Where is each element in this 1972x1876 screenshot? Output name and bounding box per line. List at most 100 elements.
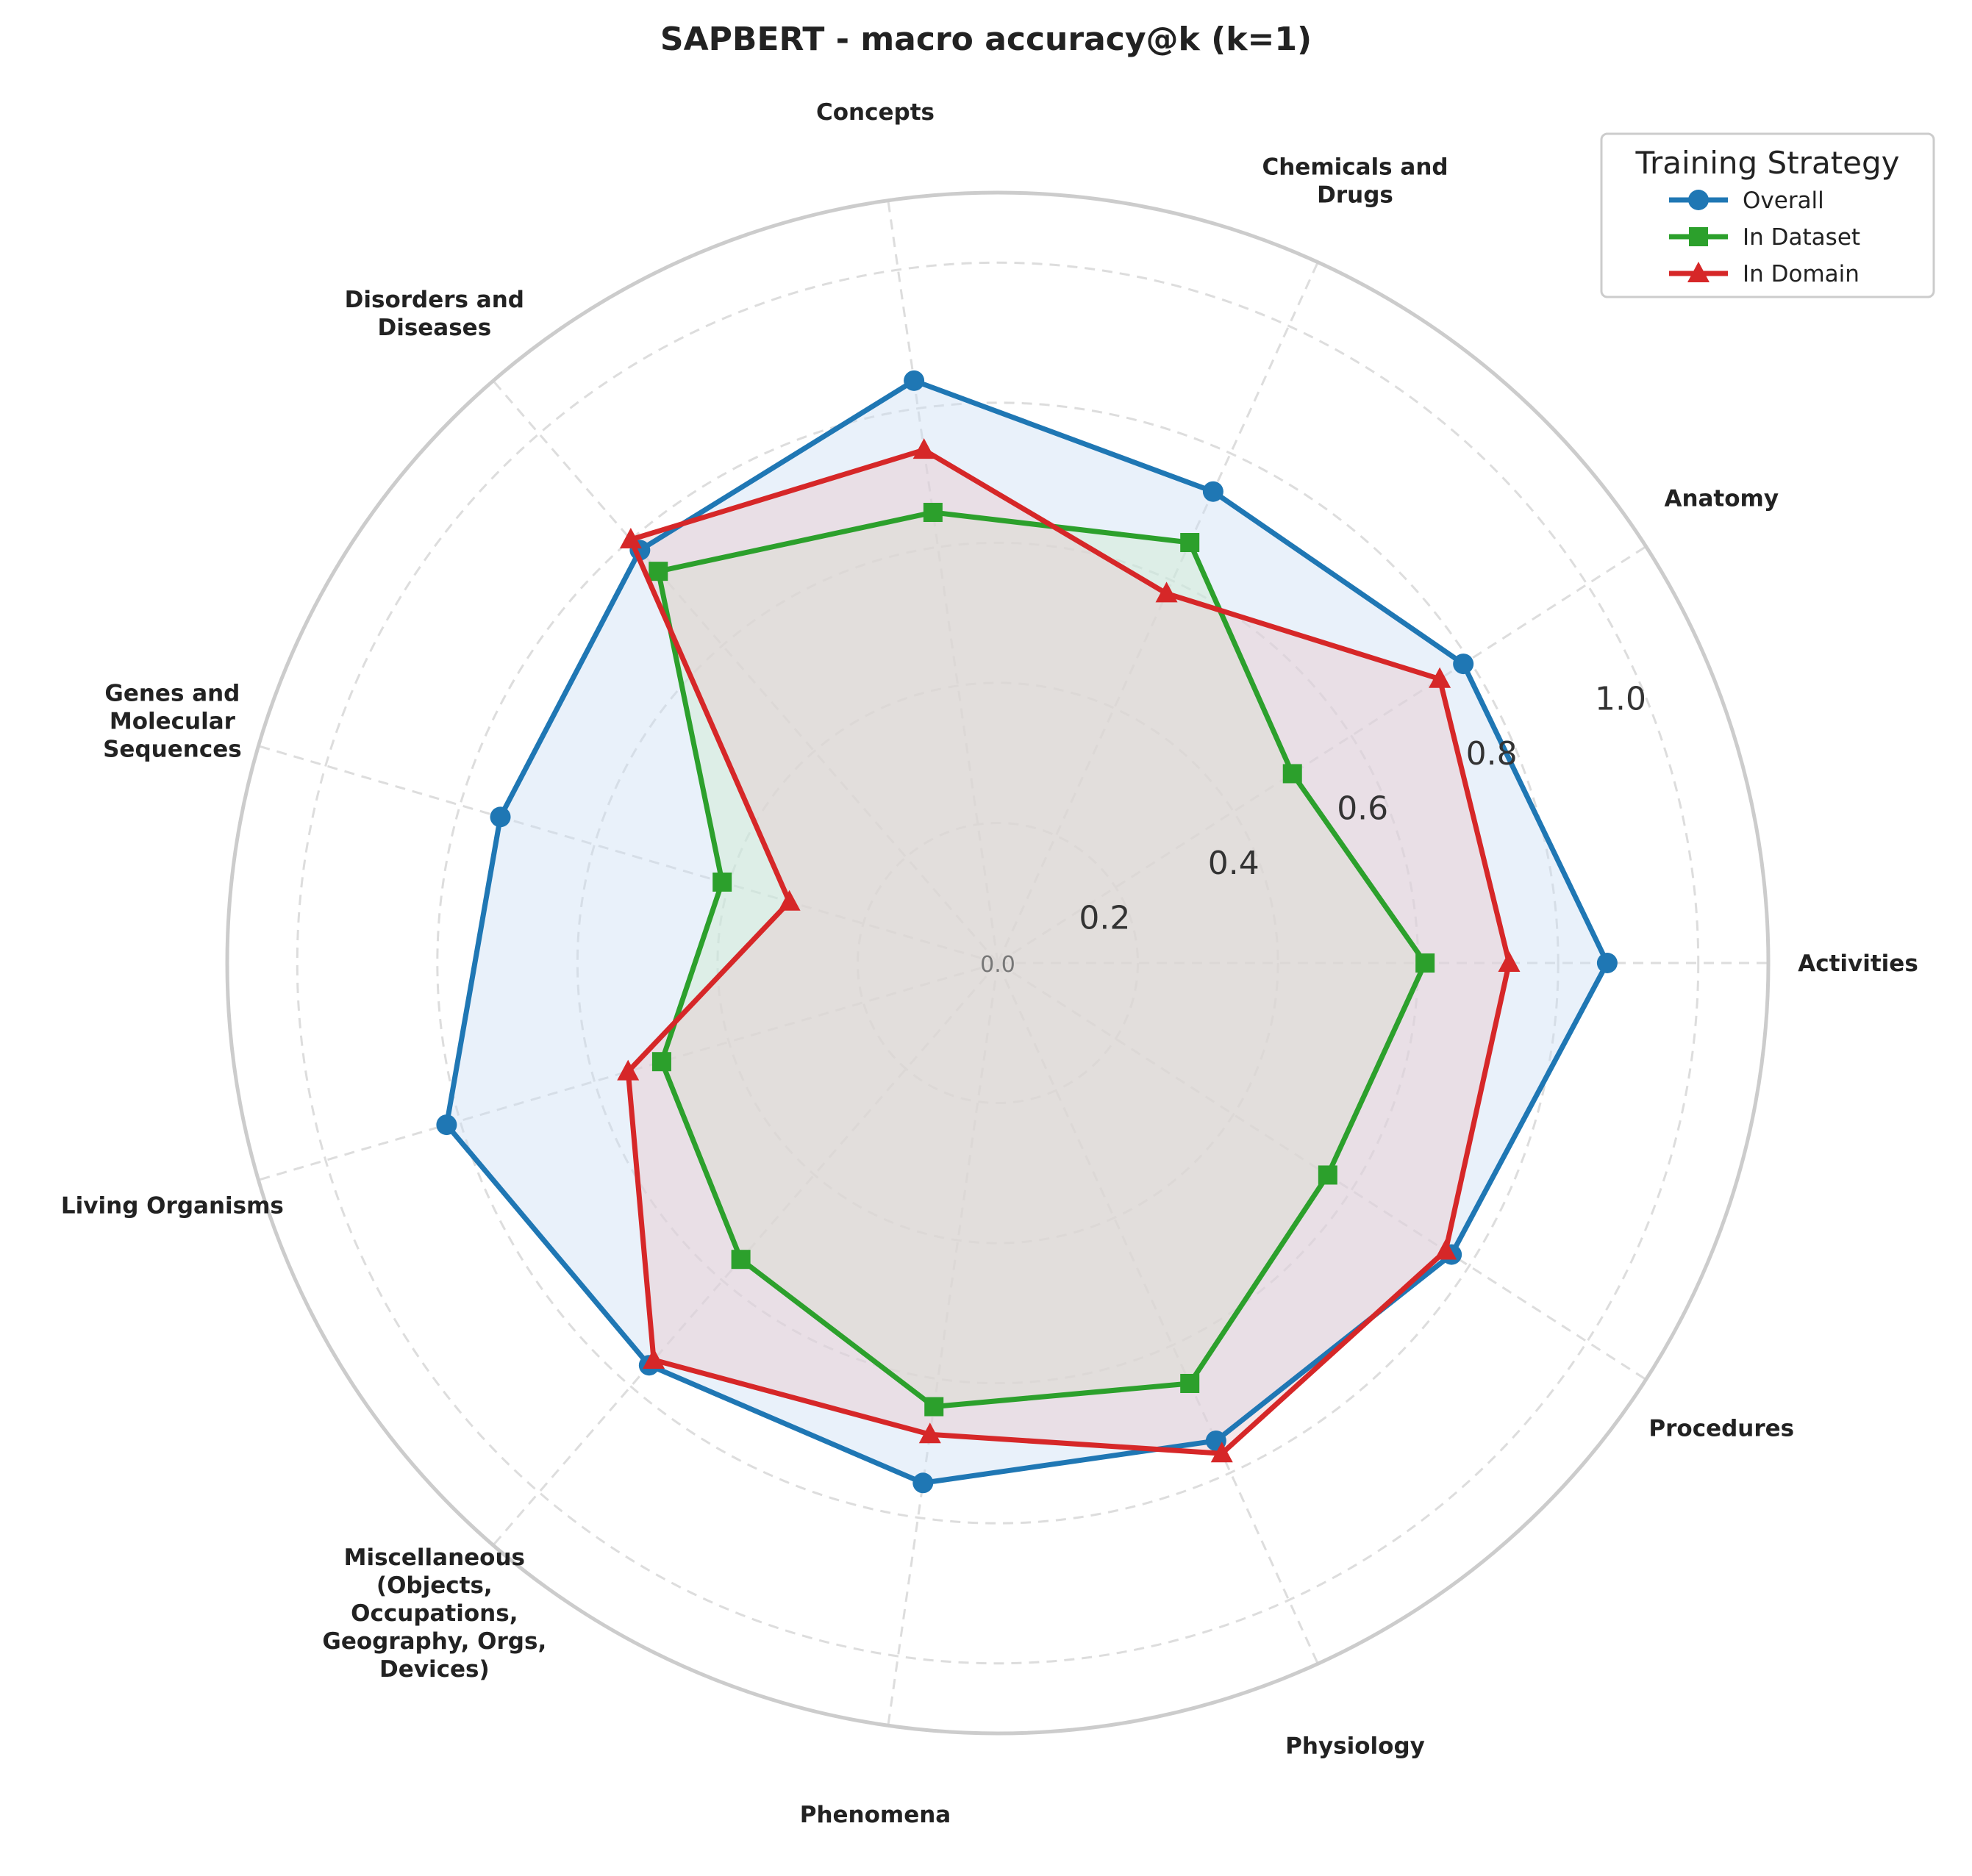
category-label-line: Genes and [104, 680, 240, 706]
data-point [436, 1114, 457, 1136]
data-point [1687, 262, 1710, 282]
legend-label: In Dataset [1743, 224, 1860, 251]
radial-tick-label: 0.6 [1337, 790, 1388, 828]
category-label: Physiology [1285, 1733, 1425, 1759]
data-point [617, 1059, 640, 1081]
data-point [1180, 533, 1200, 553]
radial-tick-label: 0.2 [1079, 900, 1130, 937]
category-label: Living Organisms [61, 1193, 284, 1220]
data-point [619, 527, 642, 548]
data-point [1202, 481, 1223, 502]
data-point [1435, 1239, 1457, 1260]
category-label: Disorders and Diseases [345, 287, 524, 341]
data-point [1689, 227, 1708, 246]
grid-ring [436, 401, 1560, 1525]
category-label-line: Physiology [1285, 1733, 1425, 1759]
legend-item: Overall [1669, 187, 1824, 214]
grid-ring [296, 261, 1700, 1665]
data-point [1429, 667, 1451, 688]
radial-tick-label: 1.0 [1595, 681, 1646, 718]
data-point [1210, 1442, 1233, 1463]
category-label: Phenomena [800, 1802, 951, 1828]
grid-spoke [492, 962, 999, 1547]
data-point [912, 438, 935, 459]
radar-labels: 0.0 0.2 0.4 0.6 0.8 1.0 Activities Anatomy Chemi… [61, 99, 1918, 1828]
grid-ring [856, 821, 1140, 1105]
data-point [1180, 1373, 1200, 1393]
category-label: Chemicals and Drugs [1262, 154, 1448, 209]
grid-spoke [258, 962, 998, 1181]
category-label-line: Drugs [1317, 182, 1393, 209]
category-label: Miscellaneous (Objects, Occupations, Geogra… [322, 1544, 546, 1683]
category-label-line: Molecular [110, 708, 236, 734]
category-label: Activities [1798, 950, 1918, 977]
legend-item: In Domain [1669, 261, 1860, 287]
category-label-line: Living Organisms [61, 1193, 284, 1220]
category-label-line: Activities [1798, 950, 1918, 977]
grid-spoke [997, 962, 1647, 1381]
series-area [446, 380, 1607, 1483]
category-label-line: Geography, Orgs, [322, 1628, 546, 1655]
series-area [628, 450, 1510, 1454]
grid-spoke [258, 745, 998, 964]
legend-frame [1600, 132, 1935, 298]
radial-tick-label: 0.0 [980, 952, 1015, 978]
data-point [904, 370, 925, 391]
category-label-line: Chemicals and [1262, 154, 1448, 181]
grid-spoke [996, 962, 1319, 1664]
data-point [1453, 654, 1474, 675]
radial-tick-label: 0.8 [1466, 735, 1518, 773]
legend-item: In Dataset [1669, 224, 1860, 251]
legend-label: In Domain [1743, 261, 1860, 287]
data-point [649, 562, 668, 581]
data-point [1282, 764, 1302, 784]
data-point [712, 872, 732, 892]
category-label-line: Sequences [103, 736, 242, 762]
data-point [1318, 1165, 1337, 1185]
grid-spoke [997, 545, 1647, 964]
data-point [923, 503, 943, 523]
category-label-line: Anatomy [1664, 485, 1779, 512]
category-label-line: Occupations, [351, 1600, 518, 1627]
data-point [924, 1397, 944, 1417]
grid-ring [716, 681, 1279, 1245]
legend-title: Training Strategy [1635, 145, 1899, 181]
category-label: Procedures [1648, 1416, 1794, 1442]
category-label: Concepts [816, 99, 935, 126]
data-point [651, 1052, 671, 1072]
category-label-line: Miscellaneous [344, 1544, 525, 1571]
category-label-line: Phenomena [800, 1802, 951, 1828]
category-label-line: Disorders and [345, 287, 524, 313]
data-point [1155, 581, 1178, 603]
series-in-dataset [649, 503, 1435, 1417]
data-point [1498, 951, 1521, 972]
data-point [731, 1250, 751, 1270]
grid-spoke [887, 962, 999, 1726]
series-line [625, 447, 1512, 1456]
data-point [643, 1348, 665, 1370]
grid-spoke [492, 379, 999, 964]
radar-frame [225, 190, 1771, 1736]
category-label-line: (Objects, [376, 1572, 493, 1599]
legend-label: Overall [1743, 187, 1824, 214]
category-label-line: Devices) [379, 1656, 490, 1683]
data-point [778, 889, 801, 911]
data-point [1688, 190, 1709, 210]
data-point [1415, 953, 1435, 973]
radial-tick-label: 0.4 [1208, 845, 1260, 882]
radar-series [436, 370, 1618, 1494]
series-area [658, 512, 1426, 1407]
chart-title: SAPBERT - macro accuracy@k (k=1) [660, 21, 1312, 58]
data-point [912, 1472, 934, 1494]
data-point [490, 806, 511, 828]
legend: Training Strategy Overall In Dataset In Do… [1600, 132, 1935, 298]
category-label-line: Concepts [816, 99, 935, 126]
series-in-domain [617, 438, 1521, 1463]
category-label-line: Diseases [377, 315, 491, 341]
series-line [655, 509, 1428, 1410]
category-label: Genes and Molecular Sequences [103, 680, 242, 762]
category-label-line: Procedures [1648, 1416, 1794, 1442]
grid-spoke [996, 262, 1319, 964]
category-label: Anatomy [1664, 485, 1779, 512]
